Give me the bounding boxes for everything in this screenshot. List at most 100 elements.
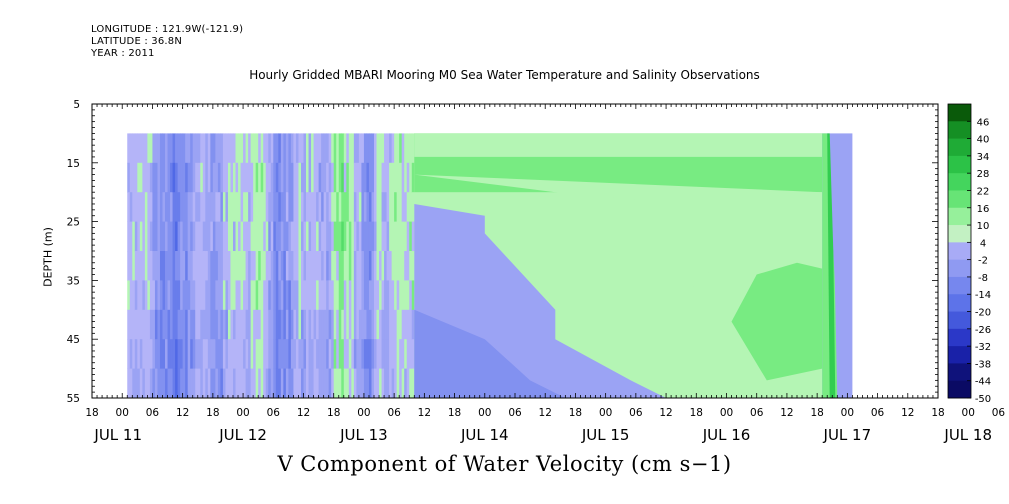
heatmap-cell	[248, 251, 252, 281]
heatmap-cell	[290, 221, 294, 252]
x-tick-label: 00	[357, 407, 370, 419]
heatmap-cell	[386, 368, 390, 399]
heatmap-cell	[409, 339, 413, 370]
heatmap-cell	[273, 221, 277, 252]
year-label: YEAR : 2011	[91, 48, 155, 59]
heatmap-cell	[180, 133, 184, 164]
heatmap-cell	[288, 162, 292, 193]
heatmap-cell	[295, 192, 299, 223]
heatmap-cell	[386, 339, 390, 370]
heatmap-cell	[346, 251, 350, 281]
heatmap-cell	[222, 192, 226, 223]
heatmap-cell	[222, 339, 226, 370]
heatmap-cell	[185, 162, 189, 193]
heatmap-cell	[348, 280, 352, 311]
heatmap-cell	[389, 251, 393, 281]
heatmap-cell	[253, 339, 257, 370]
heatmap-cell	[288, 251, 292, 281]
heatmap-cell	[341, 162, 345, 193]
heatmap-cell	[374, 251, 378, 281]
heatmap-cell	[250, 133, 254, 164]
heatmap-cell	[326, 162, 330, 193]
heatmap-cell	[326, 339, 330, 370]
heatmap-cell	[361, 221, 365, 252]
heatmap-cell	[273, 339, 277, 370]
heatmap-cell	[379, 251, 383, 281]
heatmap-cell	[358, 251, 362, 281]
heatmap-cell	[180, 251, 184, 281]
heatmap-cell	[139, 251, 143, 281]
heatmap-cell	[343, 339, 347, 370]
heatmap-cell	[159, 133, 163, 164]
heatmap-cell	[353, 251, 357, 281]
heatmap-cell	[326, 280, 330, 311]
heatmap-cell	[137, 368, 141, 399]
heatmap-cell	[227, 133, 231, 164]
heatmap-cell	[235, 309, 239, 340]
heatmap-cell	[376, 221, 380, 252]
heatmap-cell	[376, 309, 380, 340]
heatmap-cell	[253, 221, 257, 252]
heatmap-cell	[389, 192, 393, 223]
heatmap-cell	[149, 162, 153, 193]
heatmap-cell	[157, 133, 161, 164]
heatmap-cell	[162, 309, 166, 340]
heatmap-cell	[185, 309, 189, 340]
heatmap-cell	[212, 192, 216, 223]
heatmap-cell	[386, 309, 390, 340]
heatmap-cell	[167, 133, 171, 164]
heatmap-cell	[175, 133, 179, 164]
heatmap-cell	[308, 368, 312, 399]
heatmap-cell	[384, 221, 388, 252]
heatmap-cell	[389, 221, 393, 252]
heatmap-cell	[341, 309, 345, 340]
heatmap-cell	[157, 309, 161, 340]
heatmap-cell	[313, 251, 317, 281]
heatmap-cell	[250, 221, 254, 252]
heatmap-cell	[366, 280, 370, 311]
x-tick-label: 18	[931, 407, 944, 419]
heatmap-cell	[245, 192, 249, 223]
heatmap-cell	[248, 368, 252, 399]
heatmap-cell	[263, 309, 267, 340]
x-tick-label: 00	[236, 407, 249, 419]
x-tick-label: 00	[599, 407, 612, 419]
heatmap-cell	[381, 221, 385, 252]
heatmap-cell	[280, 162, 284, 193]
heatmap-cell	[240, 368, 244, 399]
heatmap-cell	[278, 309, 282, 340]
heatmap-cell	[323, 368, 327, 399]
heatmap-cell	[137, 251, 141, 281]
heatmap-cell	[331, 368, 335, 399]
heatmap-cell	[217, 368, 221, 399]
x-tick-label: 00	[962, 407, 975, 419]
heatmap-cell	[154, 339, 158, 370]
heatmap-cell	[321, 280, 325, 311]
heatmap-cell	[358, 280, 362, 311]
heatmap-cell	[353, 162, 357, 193]
heatmap-cell	[283, 309, 287, 340]
heatmap-cell	[195, 339, 199, 370]
heatmap-cell	[170, 280, 174, 311]
heatmap-cell	[303, 133, 307, 164]
heatmap-cell	[363, 339, 367, 370]
heatmap-cell	[253, 133, 257, 164]
x-tick-label: 18	[206, 407, 219, 419]
heatmap-cell	[172, 280, 176, 311]
heatmap-cell	[137, 162, 141, 193]
heatmap-cell	[341, 221, 345, 252]
heatmap-cell	[149, 133, 153, 164]
heatmap-cell	[215, 221, 219, 252]
heatmap-cell	[170, 309, 174, 340]
heatmap-cell	[293, 221, 297, 252]
heatmap-cell	[222, 280, 226, 311]
heatmap-cell	[157, 368, 161, 399]
heatmap-cell	[197, 368, 201, 399]
heatmap-cell	[298, 192, 302, 223]
heatmap-cell	[139, 339, 143, 370]
heatmap-cell	[295, 280, 299, 311]
heatmap-cell	[230, 192, 234, 223]
heatmap-cell	[411, 133, 415, 164]
heatmap-cell	[195, 251, 199, 281]
